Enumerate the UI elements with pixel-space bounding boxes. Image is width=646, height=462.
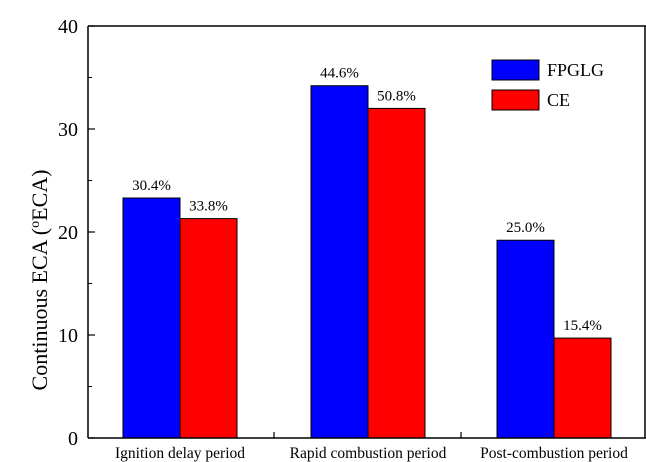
y-axis-title-prefix: Continuous ECA (	[27, 228, 52, 391]
bar-ce-3	[553, 337, 612, 439]
legend-swatch-fpglg	[491, 59, 540, 81]
x-tick-label-2: Rapid combustion period	[290, 445, 447, 462]
bar-fpglg-3	[496, 239, 555, 439]
data-label-fpglg-3: 25.0%	[506, 220, 545, 236]
data-label-ce-1: 33.8%	[189, 199, 228, 215]
y-axis-title: Continuous ECA (oECA)	[27, 170, 52, 391]
y-tick-label-10: 10	[58, 325, 78, 347]
bar-ce-2	[367, 107, 426, 439]
y-tick-label-20: 20	[58, 222, 78, 244]
legend-swatch-ce	[491, 89, 540, 111]
bar-fpglg-1	[122, 197, 181, 439]
y-axis-title-suffix: ECA)	[27, 170, 52, 221]
data-label-ce-2: 50.8%	[377, 88, 416, 104]
y-tick-label-40: 40	[58, 16, 78, 38]
axes-layer	[87, 25, 646, 439]
y-tick-label-30: 30	[58, 119, 78, 141]
x-tick-label-3: Post-combustion period	[480, 445, 628, 462]
data-label-ce-3: 15.4%	[563, 318, 602, 334]
bar-ce-1	[179, 218, 238, 439]
bar-fpglg-2	[310, 85, 369, 439]
bars-layer	[122, 85, 612, 439]
ticks-layer: Ignition delay period Rapid combustion pe…	[58, 16, 628, 462]
x-tick-label-1: Ignition delay period	[115, 445, 245, 462]
data-label-fpglg-1: 30.4%	[132, 178, 171, 194]
data-labels-layer: 30.4% 33.8% 44.6% 50.8% 25.0% 15.4%	[132, 66, 602, 334]
legend-label-ce: CE	[547, 90, 570, 110]
legend-label-fpglg: FPGLG	[547, 60, 604, 80]
legend: FPGLG CE	[491, 59, 604, 111]
data-label-fpglg-2: 44.6%	[320, 66, 359, 82]
y-axis-title-superscript: o	[28, 221, 43, 228]
y-tick-label-0: 0	[68, 428, 78, 450]
